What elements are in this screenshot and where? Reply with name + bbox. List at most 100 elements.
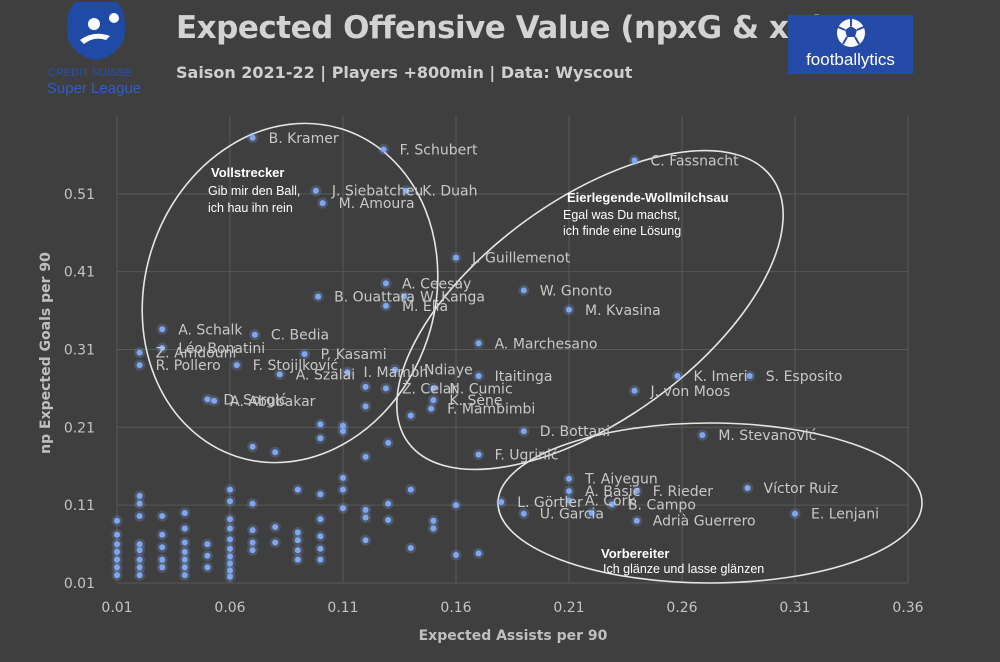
grid-lines (116, 116, 909, 584)
y-tick-label: 0.21 (64, 420, 95, 436)
data-point (520, 510, 527, 517)
zone-ellipse-vorbereiter (497, 422, 923, 584)
data-point (204, 396, 211, 403)
data-point (227, 498, 233, 505)
data-point (317, 491, 324, 498)
data-point (430, 517, 437, 524)
football-icon (837, 19, 865, 47)
x-tick-label: 0.06 (214, 600, 245, 616)
data-point (159, 544, 166, 551)
data-point (181, 548, 188, 555)
data-point (249, 500, 256, 507)
league-logo-line1: CREDIT SUISSE (48, 67, 132, 79)
data-label: D. Sorgić (223, 392, 286, 408)
data-label: A. Cork (585, 493, 636, 509)
data-point (136, 492, 143, 499)
data-point (249, 443, 256, 450)
zone-sub-wollmilchsau-2: ich finde eine Lösung (563, 224, 681, 238)
league-badge-icon: CREDIT SUISSE Super League (47, 2, 141, 97)
y-tick-label: 0.41 (64, 265, 95, 281)
data-point (181, 564, 188, 571)
data-point (744, 485, 751, 492)
data-label: D. Bottani (540, 424, 610, 440)
data-point (340, 422, 346, 429)
x-tick-label: 0.26 (666, 600, 697, 616)
data-label: Ž. Celar (402, 379, 457, 397)
data-point (181, 556, 188, 563)
data-label: Víctor Ruiz (764, 481, 839, 497)
chart-subtitle: Saison 2021-22 | Players +800min | Data:… (176, 63, 633, 82)
data-point (159, 344, 166, 351)
data-point (407, 544, 414, 551)
data-point (114, 548, 120, 555)
data-point (317, 421, 324, 428)
data-point (674, 372, 681, 379)
data-point (340, 428, 346, 435)
footballytics-logo: footballytics (788, 15, 913, 74)
data-point (317, 533, 324, 540)
zone-sub-vorbereiter-1: Ich glänze und lasse glänzen (603, 562, 764, 576)
zone-ellipses (141, 122, 923, 584)
data-point (249, 527, 256, 534)
data-point (792, 510, 798, 517)
data-point (294, 537, 301, 544)
footballytics-wordmark: footballytics (806, 50, 895, 69)
data-point (114, 541, 120, 548)
x-tick-label: 0.21 (553, 600, 584, 616)
data-points (111, 132, 801, 583)
data-point (430, 385, 437, 392)
y-tick-label: 0.51 (64, 187, 95, 203)
data-point (114, 556, 120, 563)
data-point (294, 486, 301, 493)
y-axis-title: np Expected Goals per 90 (38, 252, 54, 454)
data-label: K. Imeri (693, 369, 747, 385)
data-point (181, 539, 188, 546)
data-point (428, 405, 435, 412)
y-tick-label: 0.01 (64, 576, 95, 592)
data-point (362, 453, 369, 460)
data-point (362, 383, 369, 390)
league-logo: CREDIT SUISSE Super League (36, 0, 156, 98)
data-label: E. Lenjani (811, 507, 879, 523)
data-point (136, 362, 143, 369)
zone-ellipse-vollstrecker (141, 122, 439, 464)
data-point (227, 536, 233, 543)
data-point (227, 553, 233, 560)
data-point (227, 560, 233, 567)
data-point (114, 564, 120, 571)
data-point (319, 200, 326, 207)
data-point (566, 497, 572, 504)
data-point (317, 516, 324, 523)
data-point (380, 146, 387, 153)
data-point (317, 545, 324, 552)
data-point (227, 486, 233, 493)
x-tick-label: 0.01 (101, 600, 132, 616)
data-point (159, 513, 166, 520)
data-point (362, 514, 369, 521)
zone-title-wollmilchsau: Eierlegende-Wollmilchsau (567, 190, 729, 205)
data-label: J. Guillemenot (471, 251, 571, 267)
data-point (340, 505, 346, 512)
data-point (566, 306, 572, 313)
data-label: A. Ceesay (402, 276, 471, 292)
data-point (136, 500, 143, 507)
data-label: A. Basic (585, 484, 640, 500)
data-label: Z. Amdouni (156, 346, 237, 362)
data-label: Itaitinga (495, 369, 553, 385)
data-point (382, 302, 389, 309)
data-label: Adrià Guerrero (653, 514, 756, 530)
data-label: L. Görtler (517, 495, 583, 511)
data-point (498, 499, 505, 506)
data-point (475, 451, 482, 458)
data-point (633, 488, 640, 495)
data-point (211, 397, 218, 404)
data-labels: B. Kramer F. Schubert C. Fassnacht J. Sieba… (156, 131, 879, 530)
zone-sub-vollstrecker-1: Gib mir den Ball, (208, 184, 300, 198)
data-label: F. Mambimbi (447, 402, 535, 418)
data-point (475, 550, 482, 557)
data-label: M. Elia (402, 299, 448, 315)
data-point (340, 474, 346, 481)
data-point (362, 537, 369, 544)
data-point (746, 372, 753, 379)
